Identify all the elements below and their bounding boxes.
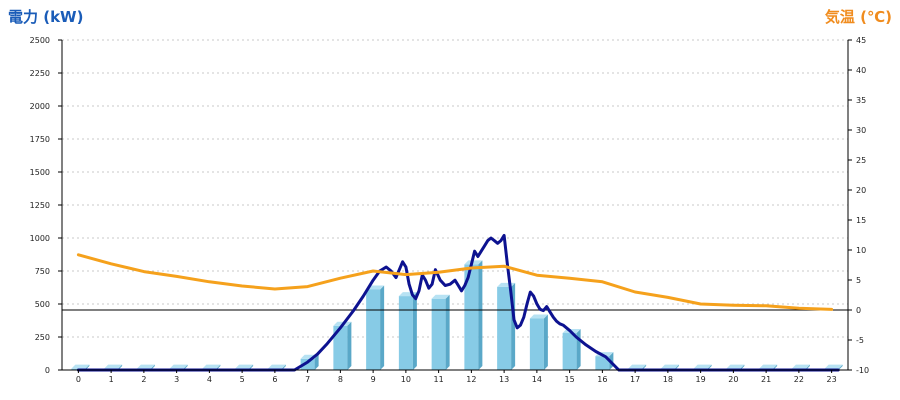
right-tick-label: 45 (856, 36, 866, 45)
x-tick-label: 21 (761, 375, 771, 384)
power-line (78, 235, 838, 370)
bar-face (530, 319, 544, 370)
right-tick-label: 35 (856, 96, 866, 105)
x-tick-label: 1 (109, 375, 114, 384)
x-tick-label: 10 (401, 375, 411, 384)
right-tick-label: 5 (856, 276, 861, 285)
x-tick-label: 17 (630, 375, 640, 384)
left-tick-label: 250 (35, 333, 50, 342)
bar (366, 285, 384, 370)
bar-face (563, 333, 577, 370)
x-tick-label: 20 (728, 375, 738, 384)
right-tick-label: 15 (856, 216, 866, 225)
x-tick-label: 15 (565, 375, 575, 384)
x-tick-label: 6 (272, 375, 277, 384)
bar-face (366, 289, 380, 370)
bar-side (347, 322, 351, 370)
left-tick-label: 1000 (30, 234, 50, 243)
bar (563, 329, 581, 370)
bar-side (380, 285, 384, 370)
left-tick-label: 1500 (30, 168, 50, 177)
right-tick-label: 30 (856, 126, 866, 135)
bar (399, 292, 417, 370)
x-tick-label: 9 (371, 375, 376, 384)
left-tick-label: 2000 (30, 102, 50, 111)
x-tick-label: 18 (663, 375, 673, 384)
left-axis-title: 電力 (kW) (8, 8, 83, 26)
x-tick-label: 16 (597, 375, 607, 384)
left-tick-label: 500 (35, 300, 50, 309)
bar-side (577, 329, 581, 370)
right-tick-label: 20 (856, 186, 866, 195)
left-tick-label: 750 (35, 267, 50, 276)
x-tick-label: 23 (827, 375, 837, 384)
left-tick-label: 1250 (30, 201, 50, 210)
left-tick-label: 2500 (30, 36, 50, 45)
x-tick-label: 19 (696, 375, 706, 384)
bar (432, 295, 450, 370)
line-series (62, 235, 848, 370)
bar-face (432, 299, 446, 370)
bar-side (446, 295, 450, 370)
x-tick-label: 12 (466, 375, 476, 384)
x-tick-label: 3 (174, 375, 179, 384)
x-tick-label: 7 (305, 375, 310, 384)
left-tick-label: 2250 (30, 69, 50, 78)
right-tick-label: 25 (856, 156, 866, 165)
x-tick-label: 14 (532, 375, 542, 384)
x-tick-label: 13 (499, 375, 509, 384)
x-tick-label: 0 (76, 375, 81, 384)
bar (530, 315, 548, 370)
left-tick-label: 1750 (30, 135, 50, 144)
bar (333, 322, 351, 370)
x-tick-label: 22 (794, 375, 804, 384)
bar-side (544, 315, 548, 370)
x-tick-label: 2 (141, 375, 146, 384)
right-tick-label: -10 (856, 366, 869, 375)
x-tick-label: 11 (434, 375, 444, 384)
grid (62, 40, 848, 337)
right-tick-label: 10 (856, 246, 866, 255)
x-tick-label: 4 (207, 375, 212, 384)
bar-face (497, 287, 511, 370)
x-tick-label: 8 (338, 375, 343, 384)
bar-side (478, 260, 482, 370)
bar-face (399, 296, 413, 370)
right-tick-label: 40 (856, 66, 866, 75)
right-axis-title: 気温 (℃) (825, 8, 892, 26)
bar-side (413, 292, 417, 370)
right-tick-label: 0 (856, 306, 861, 315)
x-tick-label: 5 (240, 375, 245, 384)
right-tick-label: -5 (856, 336, 864, 345)
left-tick-label: 0 (45, 366, 50, 375)
